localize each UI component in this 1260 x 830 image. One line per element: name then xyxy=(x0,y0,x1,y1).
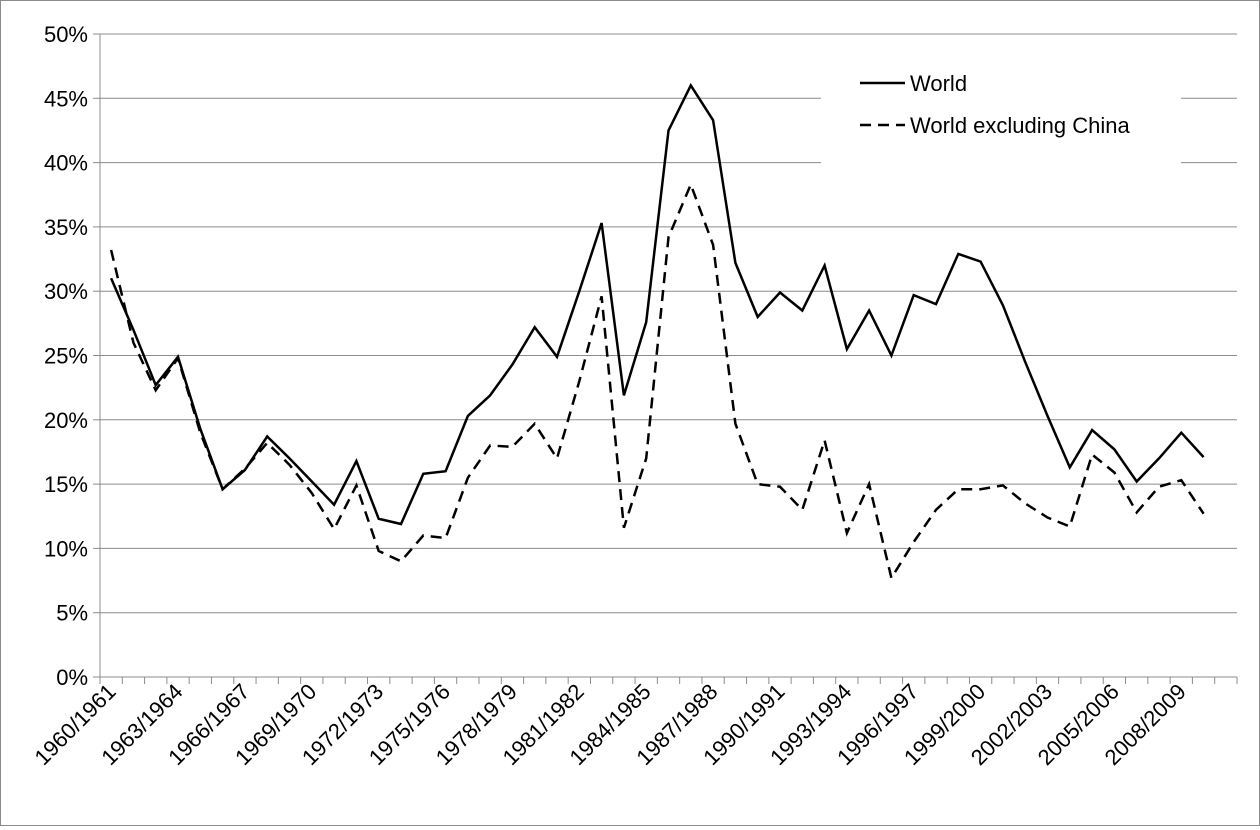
series-lines xyxy=(109,82,1205,582)
y-tick-label: 45% xyxy=(44,86,88,111)
y-tick-label: 40% xyxy=(44,151,88,176)
legend-label-world: World xyxy=(910,71,967,96)
legend-label-world-excluding-china: World excluding China xyxy=(910,113,1130,138)
series-line-world xyxy=(109,82,1205,526)
y-tick-label: 15% xyxy=(44,472,88,497)
y-tick-label: 35% xyxy=(44,215,88,240)
y-tick-label: 30% xyxy=(44,279,88,304)
gridlines xyxy=(100,33,1237,614)
y-tick-label: 50% xyxy=(44,22,88,47)
legend: World World excluding China xyxy=(821,56,1181,164)
y-tick-label: 10% xyxy=(44,536,88,561)
y-tick-label: 5% xyxy=(56,601,88,626)
y-tick-label: 20% xyxy=(44,408,88,433)
y-tick-label: 0% xyxy=(56,665,88,690)
series-line-world-excluding-china xyxy=(109,181,1205,582)
y-tick-label: 25% xyxy=(44,344,88,369)
legend-background xyxy=(821,56,1181,164)
